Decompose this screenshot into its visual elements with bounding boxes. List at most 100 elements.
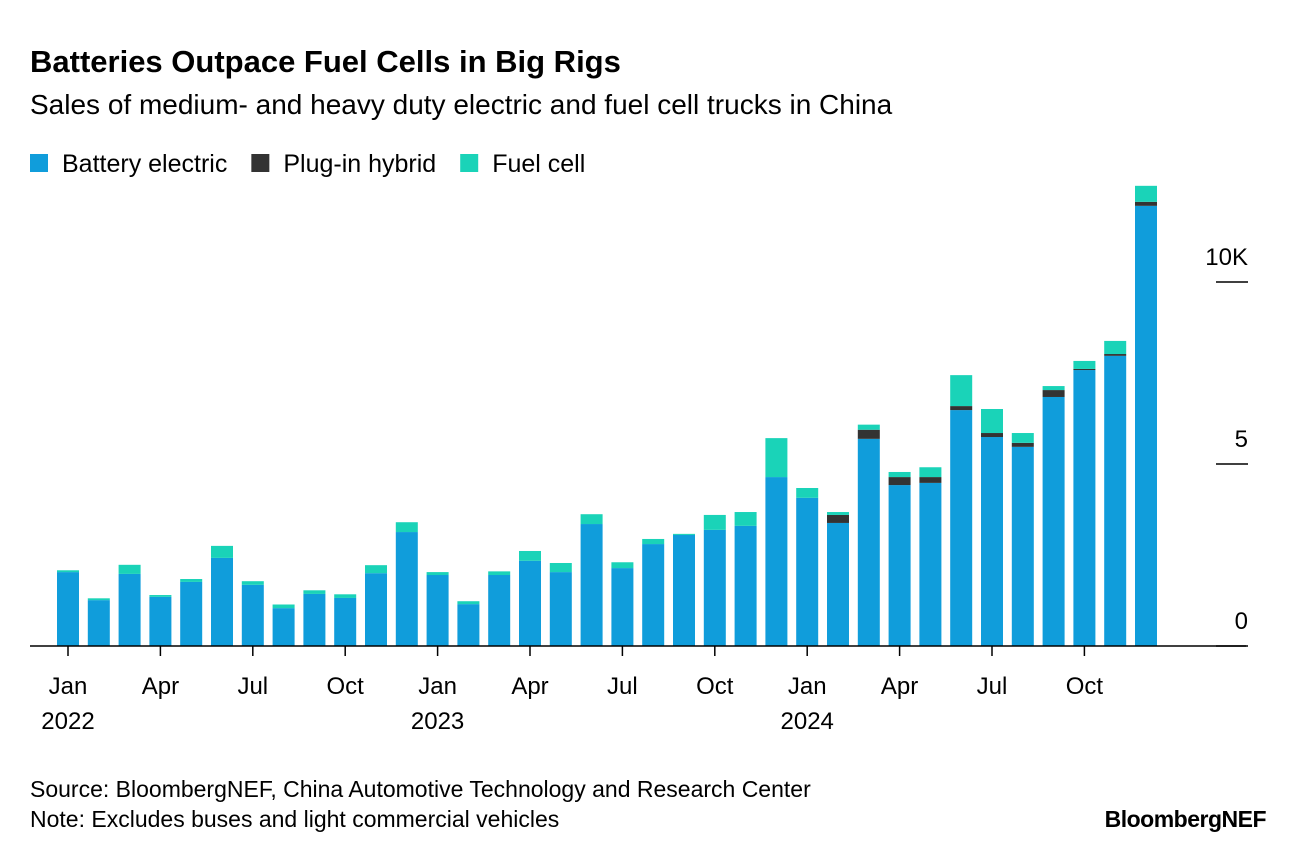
note: Note: Excludes buses and light commercia…: [30, 806, 559, 832]
bar-segment: [149, 596, 172, 646]
bar-segment: [1073, 360, 1096, 369]
y-tick-label: 10K: [1205, 244, 1248, 271]
bar-segment: [426, 572, 449, 576]
bar-segment: [395, 522, 418, 533]
bar-segment: [1042, 386, 1065, 391]
source: Source: BloombergNEF, China Automotive T…: [30, 776, 811, 802]
bar-segment: [580, 514, 603, 525]
bar-segment: [1135, 185, 1157, 202]
legend-swatch: [460, 154, 479, 172]
bar-segment: [457, 604, 480, 646]
x-year-label: 2022: [41, 708, 94, 735]
x-tick-label: Oct: [696, 673, 734, 700]
bar-segment: [981, 408, 1003, 434]
bar-segment: [272, 604, 295, 609]
x-tick-label: Apr: [142, 673, 179, 700]
bar-segment: [488, 571, 511, 576]
legend-label: Plug-in hybrid: [283, 150, 436, 178]
bar-segment: [580, 524, 603, 646]
bar-segment: [87, 600, 110, 646]
bar-segment: [857, 429, 880, 439]
bar-segment: [519, 550, 541, 561]
brand: BloombergNEF: [1105, 806, 1267, 832]
bar-segment: [1011, 446, 1034, 646]
bar-segment: [211, 545, 233, 558]
bar-segment: [303, 593, 326, 646]
bar-segment: [211, 557, 233, 646]
bar-segment: [919, 477, 942, 483]
bar-segment: [488, 575, 511, 646]
x-tick-label: Jan: [49, 673, 88, 700]
bar-segment: [549, 562, 572, 573]
x-year-label: 2024: [781, 708, 834, 735]
x-tick-label: Jul: [977, 673, 1008, 700]
bar-segment: [1011, 433, 1034, 443]
bar-segment: [734, 525, 757, 646]
bar-segment: [981, 437, 1003, 646]
bar-segment: [1135, 205, 1157, 646]
bar-segment: [365, 573, 387, 646]
bar-segment: [241, 584, 264, 646]
bar-segment: [950, 406, 973, 411]
bar-segment: [1104, 354, 1127, 356]
bar-segment: [118, 564, 141, 574]
bar-segment: [950, 375, 973, 407]
bar-segment: [981, 433, 1003, 438]
bar-segment: [1073, 370, 1096, 646]
legend-swatch: [251, 154, 270, 172]
bar-segment: [1042, 396, 1065, 646]
bar-segment: [1042, 390, 1065, 397]
x-tick-label: Jan: [418, 673, 457, 700]
bar-segment: [611, 568, 634, 646]
bar-segment: [457, 601, 480, 605]
x-tick-label: Jul: [237, 673, 268, 700]
bar-segment: [827, 514, 849, 523]
bar-segment: [1073, 368, 1096, 371]
bar-segment: [241, 581, 264, 585]
bar-segment: [272, 608, 295, 646]
bar-segment: [149, 595, 172, 597]
legend-swatch: [30, 154, 48, 172]
bar-segment: [888, 477, 911, 486]
chart-title: Batteries Outpace Fuel Cells in Big Rigs: [30, 44, 621, 79]
bar-segment: [365, 565, 387, 574]
bar-segment: [827, 522, 849, 646]
bar-segment: [888, 485, 911, 646]
bar-segment: [57, 570, 79, 573]
bar-segment: [642, 538, 665, 545]
bar-segment: [703, 529, 726, 646]
bar-segment: [334, 594, 357, 598]
y-tick-label: 0: [1235, 608, 1248, 635]
bar-segment: [796, 497, 819, 646]
legend-label: Battery electric: [62, 150, 227, 178]
bar-segment: [919, 482, 942, 646]
legend-label: Fuel cell: [492, 150, 585, 178]
bar-segment: [57, 572, 79, 646]
bar-segment: [611, 562, 634, 569]
bar-segment: [180, 579, 203, 582]
bar-segment: [1104, 340, 1127, 355]
bar-segment: [642, 544, 665, 646]
bar-segment: [180, 581, 203, 646]
bar-segment: [549, 572, 572, 646]
x-tick-label: Apr: [881, 673, 918, 700]
bar-segment: [303, 590, 326, 594]
bar-segment: [118, 573, 141, 646]
bar-segment: [673, 534, 695, 646]
bar-segment: [1011, 442, 1034, 447]
bar-segment: [827, 512, 849, 515]
chart-subtitle: Sales of medium- and heavy duty electric…: [30, 89, 893, 120]
bar-segment: [888, 471, 911, 478]
bar-segment: [857, 424, 880, 430]
bar-segment: [519, 560, 541, 646]
bar-segment: [1104, 355, 1127, 646]
bar-segment: [426, 575, 449, 646]
bar-segment: [919, 467, 942, 478]
bar-segment: [796, 487, 819, 498]
x-tick-label: Oct: [1066, 673, 1104, 700]
x-tick-label: Apr: [511, 673, 548, 700]
bar-segment: [395, 532, 418, 646]
bar-segment: [950, 410, 973, 646]
bar-segment: [673, 533, 695, 535]
